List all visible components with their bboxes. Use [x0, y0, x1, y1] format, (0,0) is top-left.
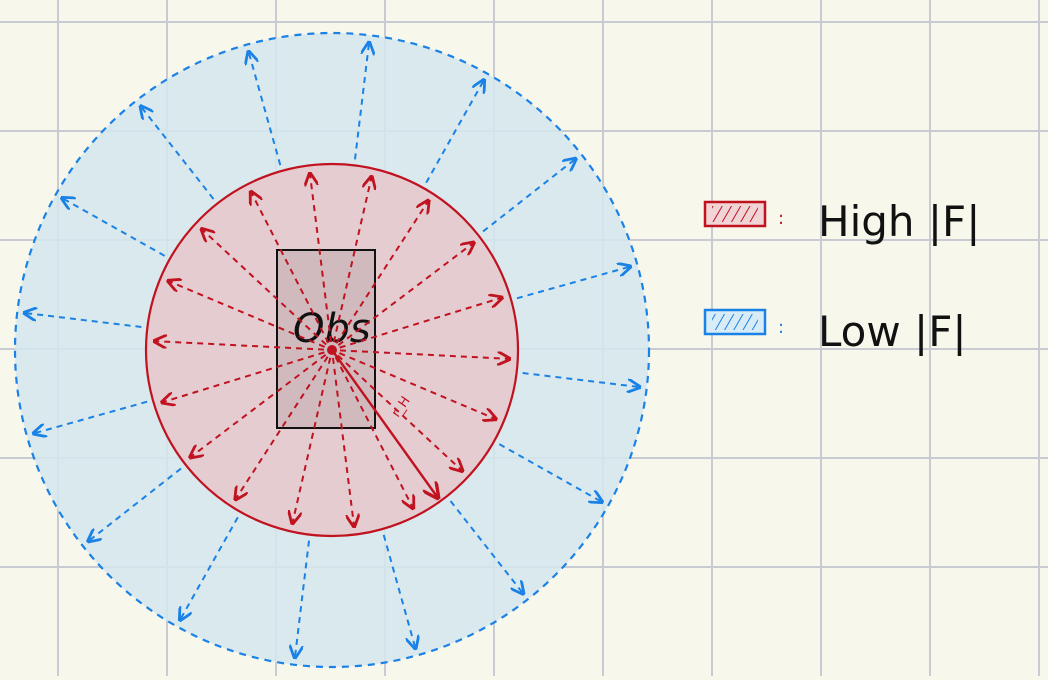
- legend: : High |F| : Low |F|: [703, 197, 980, 356]
- low-force-arrow: [295, 540, 311, 658]
- low-force-arrow: [180, 516, 239, 620]
- center-point: [327, 345, 337, 355]
- low-force-arrow: [249, 51, 282, 166]
- legend-swatch-high-hatch: [712, 206, 758, 222]
- legend-item-high: : High |F|: [703, 197, 980, 246]
- legend-swatch-low-hatch: [712, 314, 758, 330]
- legend-separator-low: :: [778, 317, 784, 338]
- low-force-arrow: [382, 534, 416, 649]
- low-force-arrow: [33, 400, 148, 434]
- low-force-arrow: [141, 106, 215, 200]
- low-force-arrow: [516, 267, 631, 300]
- legend-label-high: High |F|: [818, 197, 980, 246]
- legend-item-low: : Low |F|: [703, 307, 967, 356]
- legend-label-low: Low |F|: [818, 307, 967, 356]
- low-force-arrow: [88, 467, 182, 542]
- low-force-arrow: [425, 80, 484, 184]
- low-force-arrow: [353, 42, 369, 160]
- low-force-arrow: [24, 313, 142, 329]
- low-force-arrow: [522, 371, 640, 387]
- low-force-arrow: [482, 159, 576, 233]
- low-force-arrow: [62, 198, 166, 257]
- low-force-arrow: [449, 500, 524, 594]
- obstacle-label: Obs: [293, 306, 371, 352]
- legend-separator-high: :: [778, 208, 784, 229]
- low-force-arrows: [24, 42, 640, 658]
- radius-line: [331, 349, 438, 498]
- low-force-arrow: [498, 443, 602, 502]
